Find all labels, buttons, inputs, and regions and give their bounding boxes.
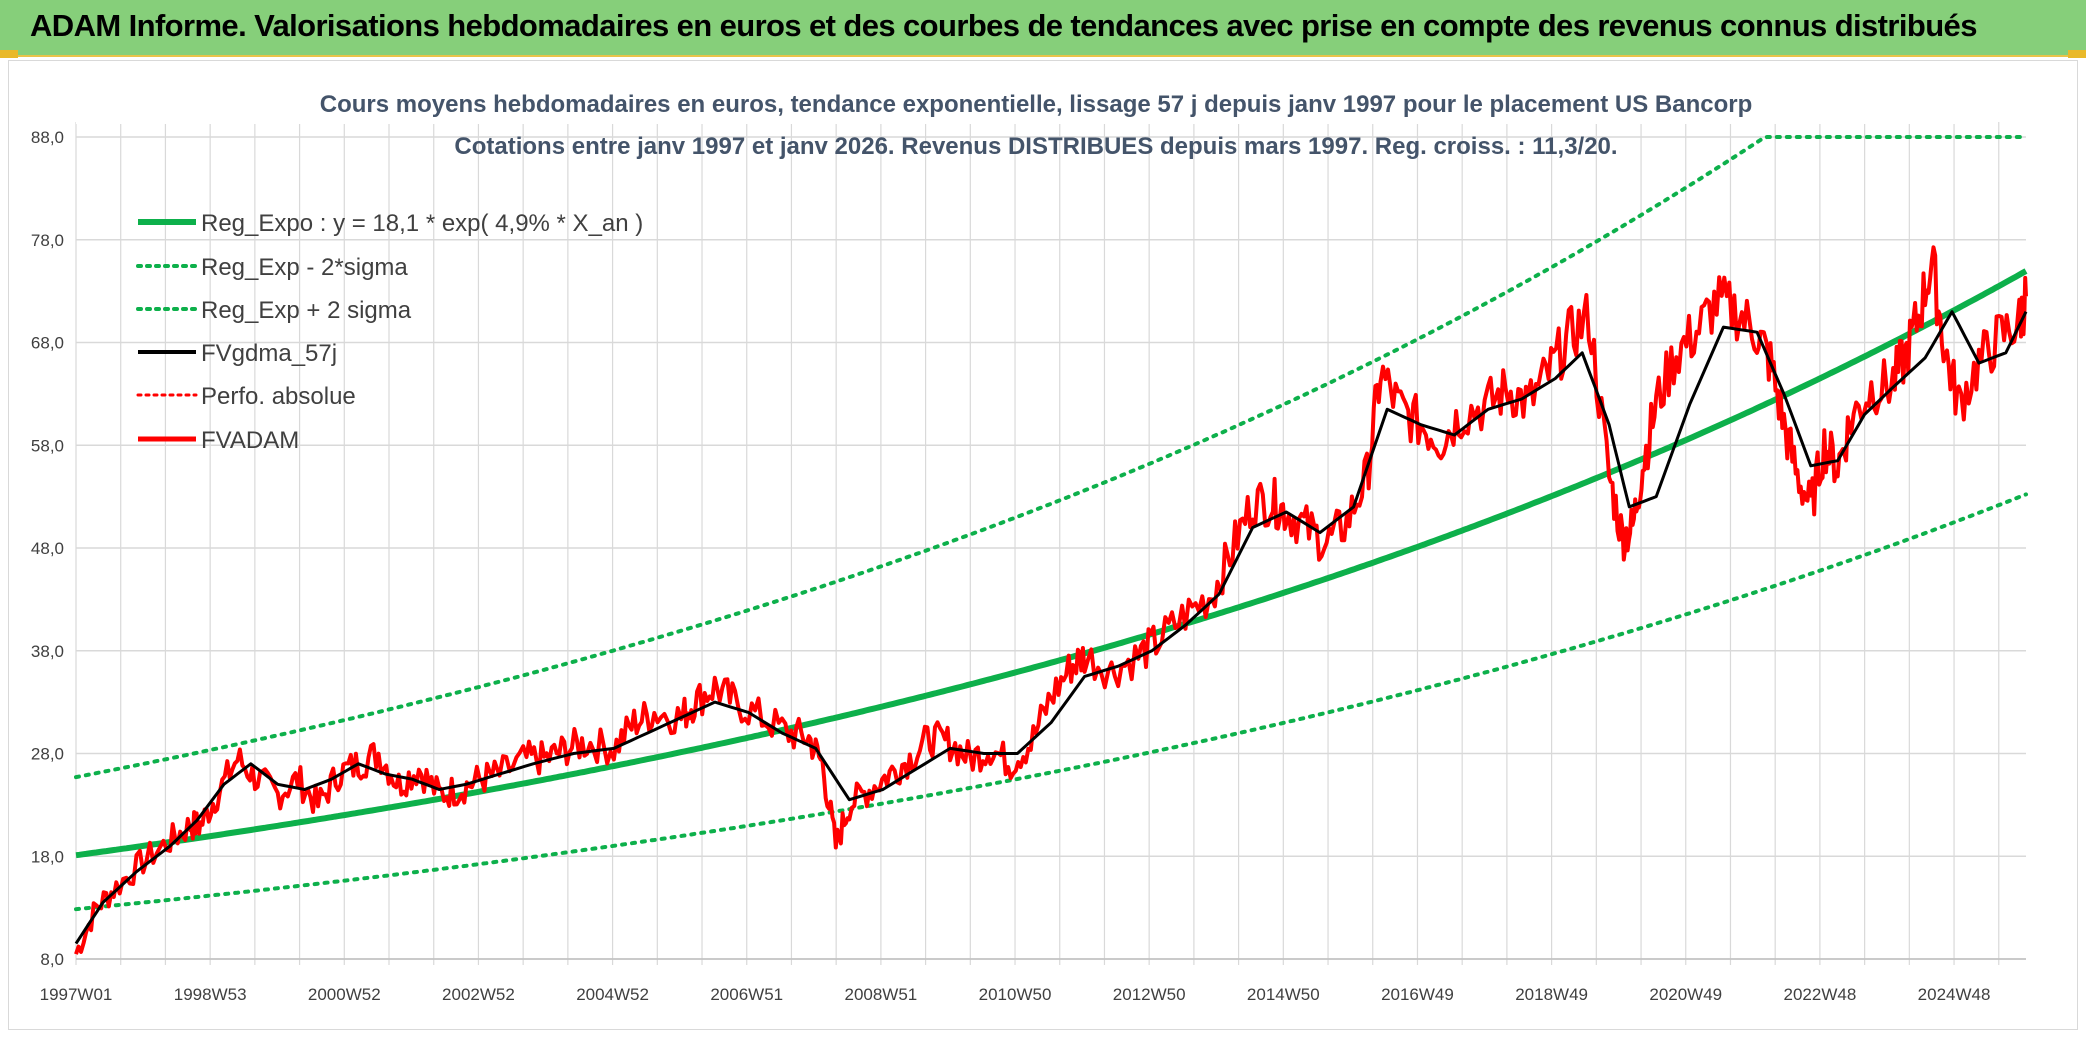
x-tick-label: 2012W50 [1113,985,1186,1004]
y-tick-label: 78,0 [31,231,64,250]
x-tick-label: 2022W48 [1784,985,1857,1004]
series-reg-exp-plus-2-sigma [74,135,2028,780]
y-tick-label: 8,0 [40,950,64,969]
gridlines [75,122,2026,965]
y-tick-label: 58,0 [31,436,64,455]
legend: Reg_Expo : y = 18,1 * exp( 4,9% * X_an )… [136,210,643,454]
banner-title: ADAM Informe. Valorisations hebdomadaire… [30,8,1977,43]
x-tick-label: 1997W01 [40,985,113,1004]
x-tick-label: 2010W50 [979,985,1052,1004]
x-axis-ticks: 1997W01 1998W53 2000W52 2002W52 2004W52 2006W… [40,985,1991,1004]
legend-label-reg-exp-plus: Reg_Exp + 2 sigma [201,297,412,324]
y-tick-label: 88,0 [31,128,64,147]
legend-label-reg-expo: Reg_Expo : y = 18,1 * exp( 4,9% * X_an ) [201,210,643,237]
corner-mark-right [2068,50,2086,58]
x-tick-label: 2018W49 [1515,985,1588,1004]
x-tick-label: 2000W52 [308,985,381,1004]
plot-area [74,135,2028,955]
legend-label-perfo: Perfo. absolue [201,383,356,410]
x-tick-label: 2002W52 [442,985,515,1004]
x-tick-label: 2008W51 [844,985,917,1004]
x-tick-label: 2006W51 [710,985,783,1004]
y-axis-ticks: 8,0 18,0 28,0 38,0 48,0 58,0 68,0 78,0 88,0 [31,128,64,969]
series-reg-exp-minus-2-sigma [74,492,2028,912]
x-tick-label: 2020W49 [1649,985,1722,1004]
header-banner: ADAM Informe. Valorisations hebdomadaire… [0,0,2086,57]
chart-frame [8,60,2078,1030]
x-tick-label: 2016W49 [1381,985,1454,1004]
series-reg-expo [75,268,2028,859]
x-tick-label: 2004W52 [576,985,649,1004]
y-tick-label: 28,0 [31,745,64,764]
legend-label-reg-exp-minus: Reg_Exp - 2*sigma [201,254,408,281]
chart-title-line1: Cours moyens hebdomadaires en euros, ten… [320,91,1752,118]
series-fvgdma-57j [74,310,2028,945]
y-tick-label: 38,0 [31,642,64,661]
y-tick-label: 18,0 [31,847,64,866]
legend-label-fvgdma: FVgdma_57j [201,340,337,367]
x-tick-label: 2024W48 [1918,985,1991,1004]
chart-title-bg [76,88,1996,124]
y-tick-label: 68,0 [31,334,64,353]
y-tick-label: 48,0 [31,539,64,558]
chart-title-line2: Cotations entre janv 1997 et janv 2026. … [454,133,1617,160]
x-tick-label: 2014W50 [1247,985,1320,1004]
corner-mark-left [0,50,18,58]
x-tick-label: 1998W53 [174,985,247,1004]
series-fvadam [74,245,2028,955]
legend-label-fvadam: FVADAM [201,427,299,454]
